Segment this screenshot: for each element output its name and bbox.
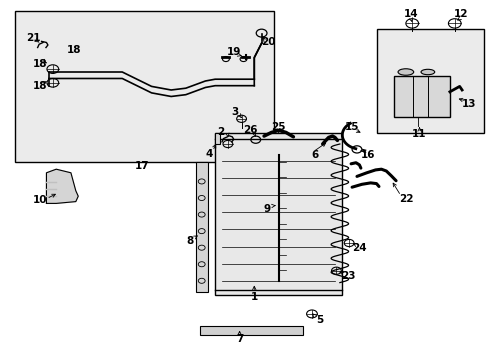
Text: 24: 24 [351, 243, 366, 253]
Text: 17: 17 [134, 161, 149, 171]
Text: 1: 1 [250, 292, 257, 302]
Text: 6: 6 [311, 150, 318, 160]
Text: 18: 18 [33, 59, 47, 69]
Text: 22: 22 [399, 194, 413, 204]
Bar [195, 162, 207, 292]
Text: 21: 21 [26, 33, 41, 43]
Bar [215, 133, 220, 144]
Text: 12: 12 [452, 9, 467, 19]
Text: 19: 19 [226, 47, 241, 57]
Ellipse shape [420, 69, 434, 75]
Text: 15: 15 [344, 122, 359, 132]
Bar [15, 11, 273, 162]
Text: 18: 18 [33, 81, 47, 91]
Text: 7: 7 [235, 334, 243, 344]
Text: 23: 23 [340, 271, 355, 282]
Text: 25: 25 [271, 122, 285, 132]
Text: 11: 11 [411, 129, 426, 139]
Text: 9: 9 [263, 204, 270, 214]
Text: 20: 20 [260, 37, 275, 48]
Ellipse shape [397, 69, 413, 75]
Text: 8: 8 [186, 236, 193, 246]
Text: 10: 10 [33, 195, 47, 205]
Bar [200, 326, 303, 335]
Text: 2: 2 [217, 127, 224, 138]
Text: 16: 16 [360, 150, 375, 160]
Text: 5: 5 [316, 315, 323, 325]
Bar [376, 29, 483, 133]
Text: 26: 26 [243, 125, 257, 135]
Text: 14: 14 [403, 9, 417, 19]
Text: 18: 18 [67, 45, 81, 55]
Text: 13: 13 [461, 99, 476, 109]
Bar [393, 76, 449, 117]
Bar [215, 133, 342, 295]
Polygon shape [46, 169, 78, 203]
Text: 3: 3 [231, 107, 238, 117]
Text: 4: 4 [205, 149, 213, 159]
